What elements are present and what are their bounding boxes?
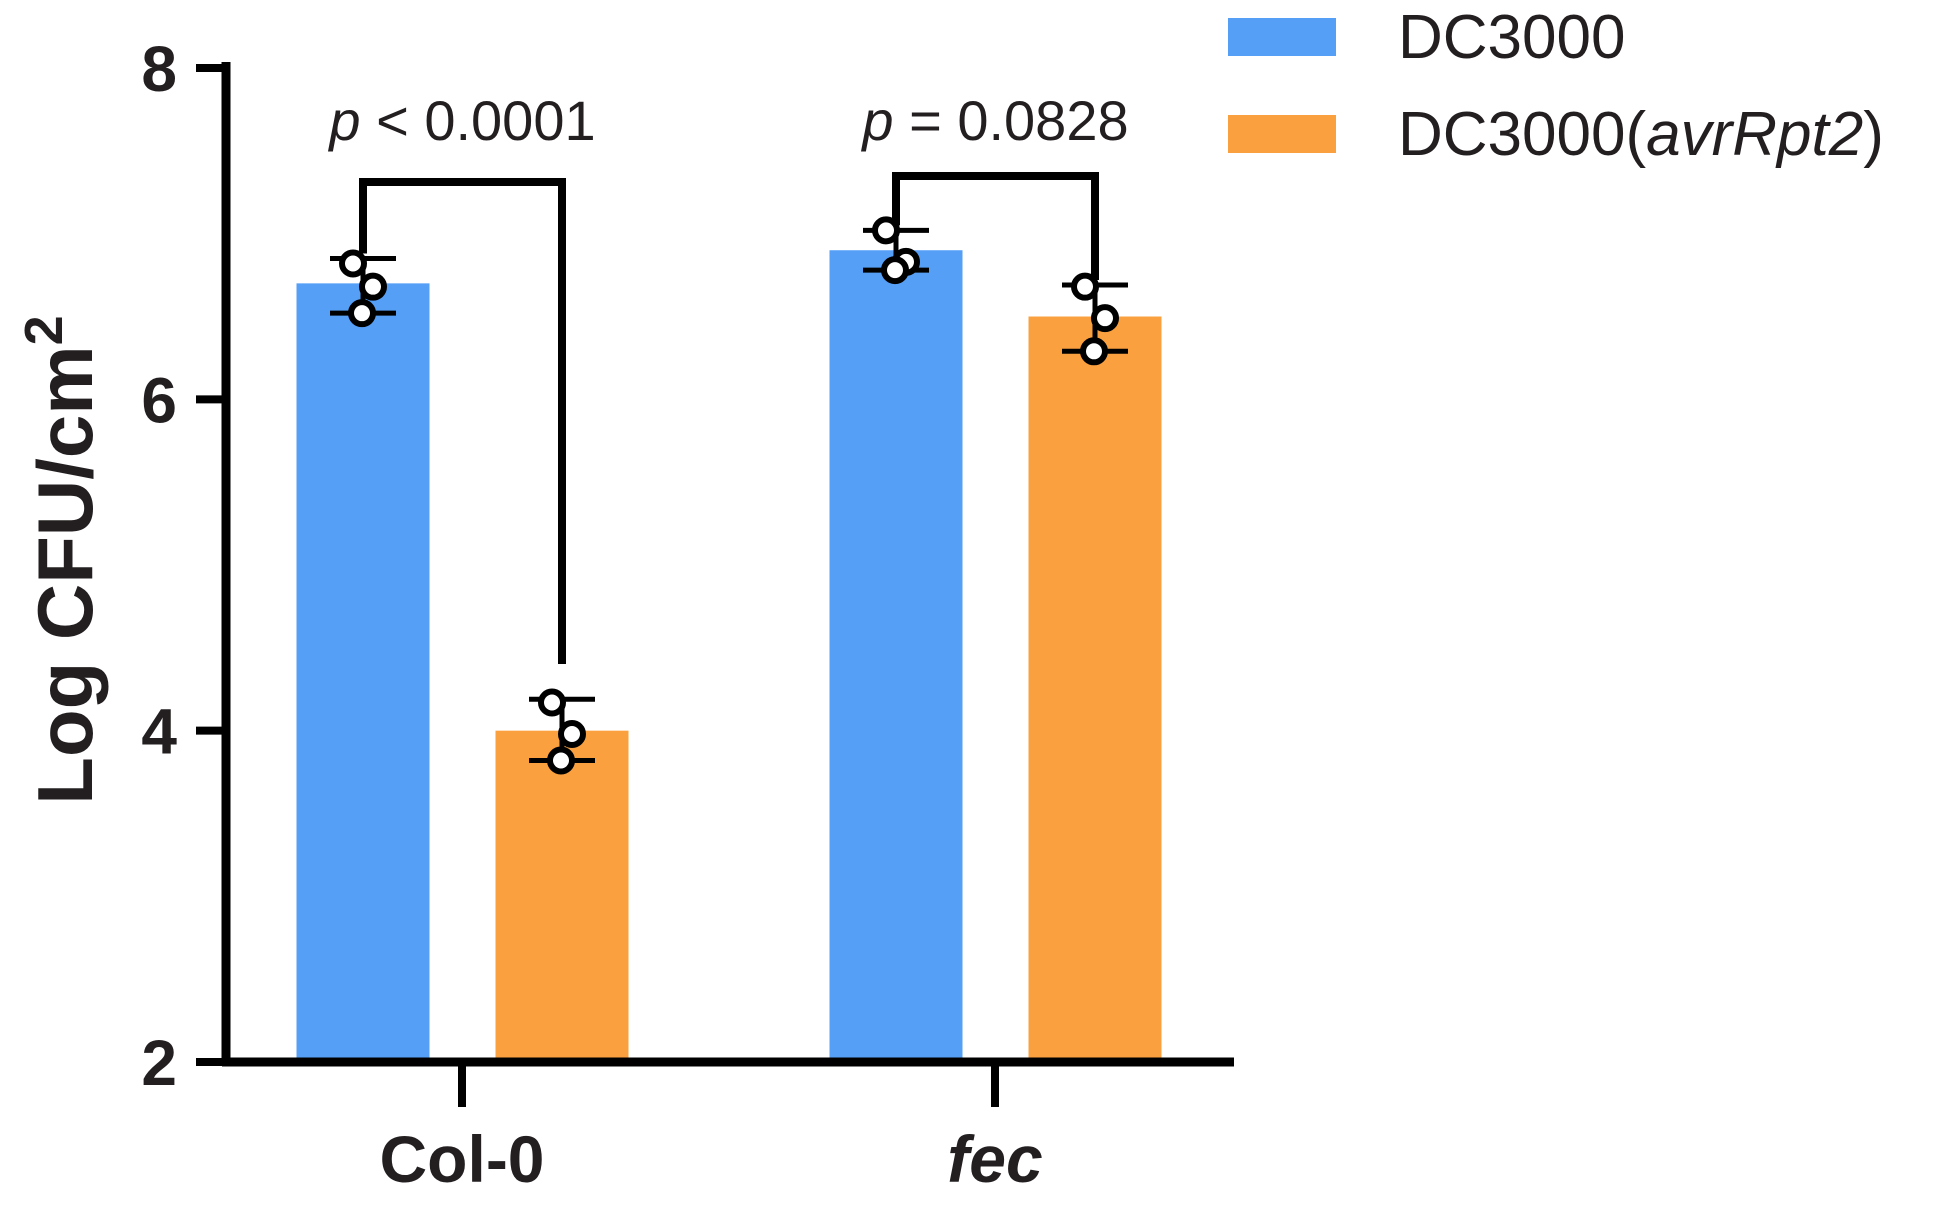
data-point <box>872 216 900 245</box>
p-value-text: < 0.0001 <box>361 89 596 152</box>
significance-layer: p < 0.0001 p = 0.0828 <box>327 89 1129 664</box>
y-tick-label: 2 <box>141 1027 177 1099</box>
p-value-symbol: p <box>860 89 893 152</box>
p-value-label: p = 0.0828 <box>860 89 1128 152</box>
bars-layer <box>296 250 1162 1062</box>
y-tick-label: 4 <box>141 696 177 768</box>
legend-label-text: DC3000 <box>1398 3 1625 72</box>
p-value-label: p < 0.0001 <box>327 89 595 152</box>
data-point <box>881 256 909 285</box>
data-point <box>348 299 376 328</box>
significance-bracket <box>359 178 566 664</box>
data-points-layer <box>339 216 1119 775</box>
p-value-symbol: p <box>327 89 360 152</box>
legend-label: DC3000(avrRpt2) <box>1398 100 1884 169</box>
legend-label-italic: avrRpt2 <box>1646 100 1863 169</box>
bar-dc3000-0 <box>495 730 629 1062</box>
x-tick-label: fec <box>947 1122 1042 1196</box>
legend-swatch <box>1228 18 1336 56</box>
data-point <box>547 746 575 775</box>
data-point <box>1091 304 1119 333</box>
y-axis-label: Log CFU/cm2 <box>14 315 109 804</box>
legend-label-text: DC3000( <box>1398 100 1646 169</box>
y-tick-label: 8 <box>141 33 177 105</box>
axes-layer <box>221 62 1234 1067</box>
legend-label: DC3000 <box>1398 3 1625 72</box>
y-axis-label-superscript: 2 <box>14 315 74 345</box>
data-point <box>339 249 367 278</box>
data-point <box>1071 272 1099 301</box>
legend: DC3000 DC3000(avrRpt2) <box>1228 3 1884 169</box>
data-point <box>359 272 387 301</box>
data-point <box>538 688 566 717</box>
bar-dc3000-0 <box>296 283 430 1062</box>
bar-dc3000-1 <box>1028 316 1162 1062</box>
legend-label-suffix: ) <box>1863 100 1884 169</box>
y-tick-label: 6 <box>141 364 177 436</box>
ticks-layer: 2 4 6 8 Col-0 fec <box>141 33 1042 1196</box>
data-point <box>1080 337 1108 366</box>
error-bars-layer <box>330 227 1128 763</box>
bar-dc3000-1 <box>829 250 963 1062</box>
significance-bracket <box>892 172 1099 281</box>
data-point <box>558 719 586 748</box>
x-tick-label: Col-0 <box>380 1122 545 1196</box>
y-axis-label-text: Log CFU/cm <box>21 345 109 804</box>
legend-swatch <box>1228 115 1336 153</box>
p-value-text: = 0.0828 <box>894 89 1129 152</box>
